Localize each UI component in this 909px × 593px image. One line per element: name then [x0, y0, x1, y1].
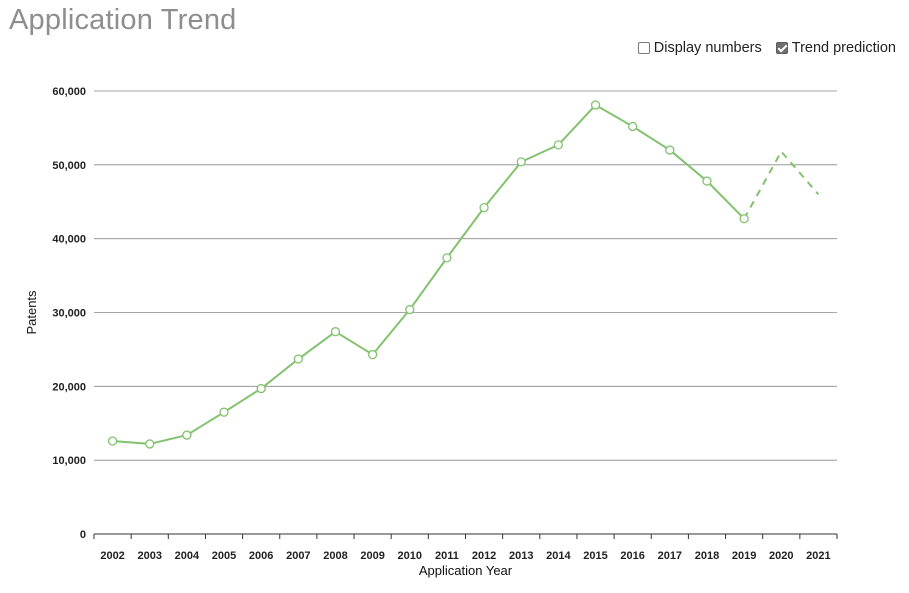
- data-point: [480, 204, 488, 212]
- x-tick-label: 2015: [583, 550, 607, 562]
- data-point: [369, 351, 377, 359]
- series-line: [113, 105, 745, 444]
- data-point: [443, 254, 451, 262]
- data-point: [554, 141, 562, 149]
- y-axis-title: Patents: [24, 290, 39, 335]
- y-tick-label: 30,000: [52, 308, 86, 320]
- data-point: [146, 440, 154, 448]
- x-tick-label: 2002: [100, 550, 124, 562]
- x-tick-label: 2019: [732, 550, 756, 562]
- x-tick-label: 2004: [175, 550, 200, 562]
- x-tick-label: 2017: [658, 550, 682, 562]
- trend-prediction-line: [744, 152, 818, 219]
- x-tick-label: 2020: [769, 550, 793, 562]
- x-tick-label: 2010: [398, 550, 422, 562]
- x-tick-label: 2009: [360, 550, 384, 562]
- x-axis-title: Application Year: [419, 563, 513, 578]
- x-tick-label: 2021: [806, 550, 830, 562]
- y-tick-label: 60,000: [52, 86, 86, 98]
- x-tick-label: 2008: [323, 550, 347, 562]
- data-point: [257, 385, 265, 393]
- data-point: [740, 215, 748, 223]
- data-point: [331, 328, 339, 336]
- x-tick-label: 2006: [249, 550, 273, 562]
- x-tick-label: 2013: [509, 550, 533, 562]
- data-point: [294, 355, 302, 363]
- x-tick-label: 2005: [212, 550, 236, 562]
- y-tick-label: 0: [80, 529, 86, 541]
- x-tick-label: 2012: [472, 550, 496, 562]
- x-tick-label: 2011: [435, 550, 459, 562]
- data-point: [109, 437, 117, 445]
- y-tick-label: 20,000: [52, 381, 86, 393]
- data-point: [183, 431, 191, 439]
- data-point: [703, 177, 711, 185]
- data-point: [666, 146, 674, 154]
- x-tick-label: 2014: [546, 550, 571, 562]
- data-point: [629, 122, 637, 130]
- x-tick-label: 2003: [137, 550, 161, 562]
- data-point: [220, 408, 228, 416]
- x-tick-label: 2007: [286, 550, 310, 562]
- data-point: [517, 158, 525, 166]
- y-tick-label: 10,000: [52, 455, 86, 467]
- y-tick-label: 50,000: [52, 160, 86, 172]
- y-tick-label: 40,000: [52, 234, 86, 246]
- data-point: [406, 306, 414, 314]
- x-tick-label: 2018: [695, 550, 719, 562]
- data-point: [592, 101, 600, 109]
- x-tick-label: 2016: [620, 550, 644, 562]
